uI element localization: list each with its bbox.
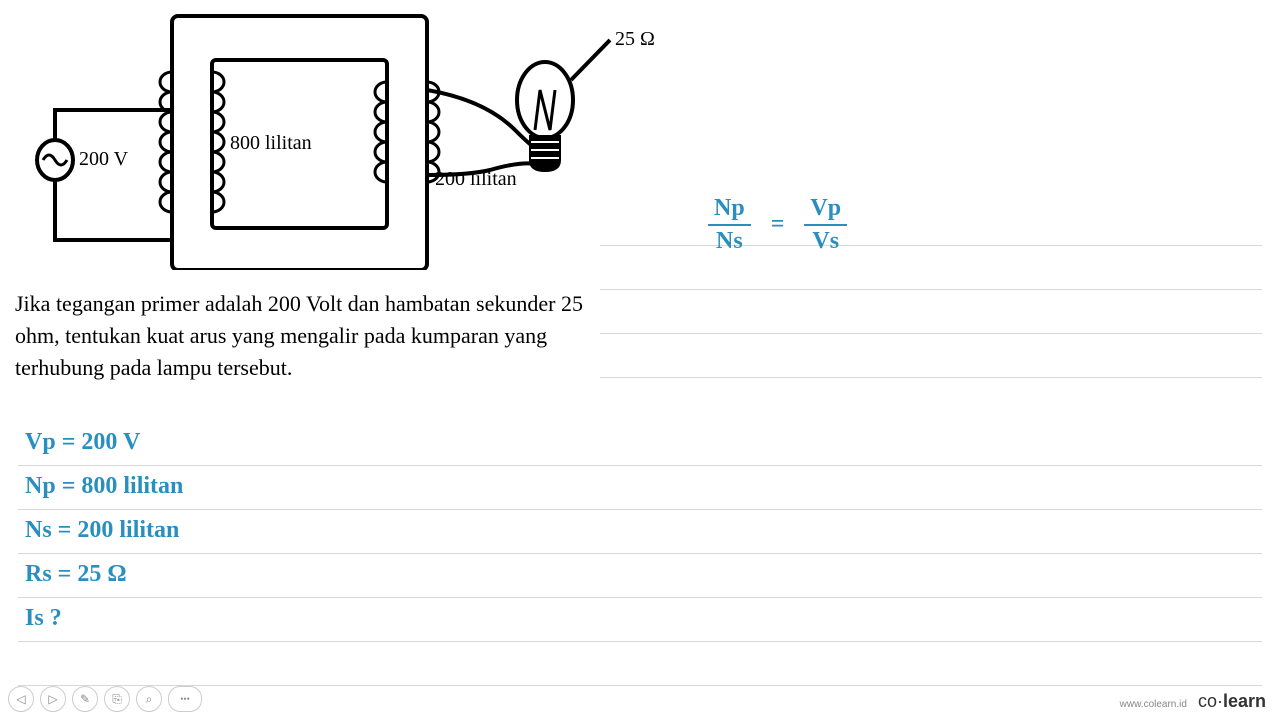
transformer-circuit-diagram: 200 V 800 lilitan 200 lilitan 25 Ω xyxy=(15,10,665,270)
given-rs: Rs = 25 Ω xyxy=(25,552,183,596)
next-icon: ▷ xyxy=(48,692,57,707)
copy-icon: ⎘ xyxy=(112,692,122,707)
circuit-svg xyxy=(15,10,665,270)
source-voltage-label: 200 V xyxy=(79,148,128,171)
secondary-turns-label: 200 lilitan xyxy=(435,168,517,191)
brand-bold: learn xyxy=(1223,691,1266,711)
copy-button[interactable]: ⎘ xyxy=(104,686,130,712)
next-button[interactable]: ▷ xyxy=(40,686,66,712)
ruled-lines-bottom xyxy=(18,422,1262,686)
formula-equals: = xyxy=(771,211,785,237)
pen-button[interactable]: ✎ xyxy=(72,686,98,712)
more-button[interactable]: ••• xyxy=(168,686,202,712)
given-vp: Vp = 200 V xyxy=(25,420,183,464)
transformer-formula: Np Ns = Vp Vs xyxy=(700,195,855,255)
given-ns: Ns = 200 lilitan xyxy=(25,508,183,552)
footer-brand: www.colearn.id co·learn xyxy=(1120,691,1266,712)
load-resistance-label: 25 Ω xyxy=(615,28,655,51)
formula-vs: Vs xyxy=(804,226,847,255)
given-np: Np = 800 lilitan xyxy=(25,464,183,508)
toolbar: ◁ ▷ ✎ ⎘ ⌕ ••• xyxy=(8,686,202,712)
primary-turns-label: 800 lilitan xyxy=(230,132,312,155)
brand-prefix: co· xyxy=(1198,691,1223,711)
prev-icon: ◁ xyxy=(16,692,25,707)
given-values: Vp = 200 V Np = 800 lilitan Ns = 200 lil… xyxy=(25,420,183,640)
given-is: Is ? xyxy=(25,596,183,640)
question-text: Jika tegangan primer adalah 200 Volt dan… xyxy=(15,288,605,384)
zoom-button[interactable]: ⌕ xyxy=(136,686,162,712)
more-icon: ••• xyxy=(180,694,189,704)
formula-np: Np xyxy=(708,195,751,226)
zoom-icon: ⌕ xyxy=(146,692,153,707)
formula-ns: Ns xyxy=(708,226,751,255)
formula-vp: Vp xyxy=(804,195,847,226)
prev-button[interactable]: ◁ xyxy=(8,686,34,712)
pen-icon: ✎ xyxy=(80,692,90,707)
footer-url: www.colearn.id xyxy=(1120,699,1187,710)
